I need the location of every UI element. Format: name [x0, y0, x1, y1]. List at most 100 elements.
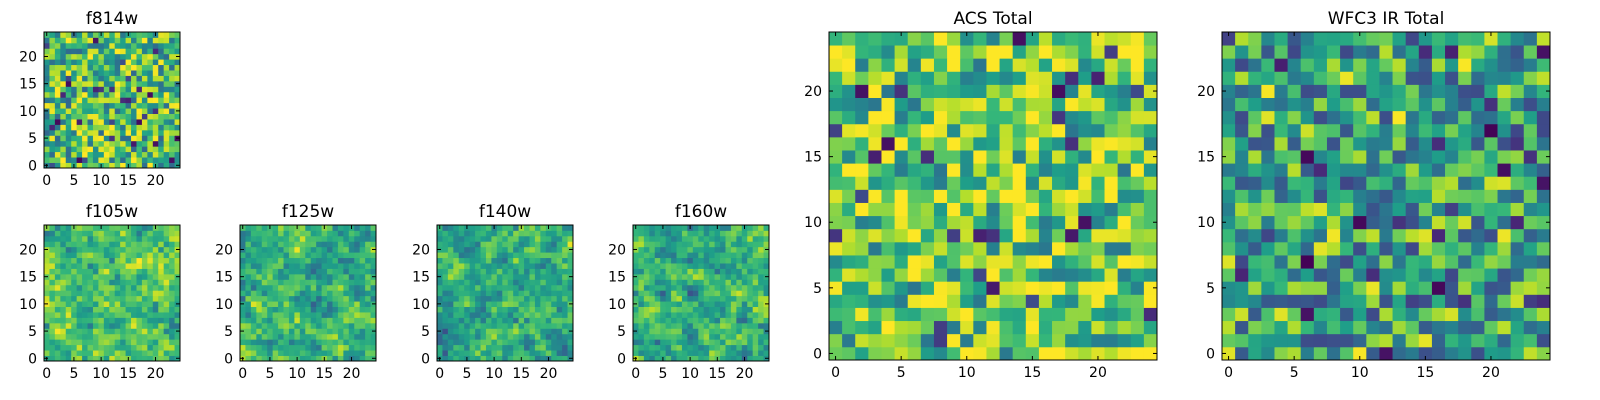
heatmap-cell	[76, 64, 83, 71]
heatmap-cell	[256, 344, 263, 351]
heatmap-cell	[1379, 32, 1393, 46]
heatmap-cell	[447, 273, 454, 280]
heatmap-cell	[725, 235, 732, 242]
heatmap-cell	[169, 75, 175, 82]
heatmap-cell	[763, 312, 770, 318]
heatmap-cell	[1143, 268, 1158, 282]
heatmap-cell	[60, 257, 67, 264]
heatmap-cell	[92, 252, 99, 259]
heatmap-cell	[485, 322, 492, 329]
heatmap-cell	[741, 306, 748, 313]
heatmap-cell	[725, 257, 732, 264]
heatmap-cell	[562, 350, 568, 356]
heatmap-cell	[141, 301, 148, 307]
heatmap-cell	[453, 230, 460, 237]
heatmap-cell	[676, 317, 683, 324]
heatmap-cell	[1091, 189, 1105, 203]
heatmap-cell	[1326, 346, 1341, 361]
heatmap-cell	[163, 339, 170, 346]
heatmap-cell	[681, 333, 688, 340]
heatmap-cell	[1065, 228, 1079, 243]
heatmap-cell	[907, 45, 922, 59]
heatmap-cell	[437, 333, 443, 340]
heatmap-cell	[76, 113, 83, 120]
heatmap-cell	[1536, 346, 1551, 361]
heatmap-cell	[1065, 268, 1079, 282]
heatmap-cell	[278, 290, 284, 297]
heatmap-cell	[1379, 346, 1393, 361]
heatmap-cell	[174, 230, 181, 237]
heatmap-cell	[681, 273, 688, 280]
heatmap-cell	[158, 235, 165, 242]
heatmap-cell	[49, 301, 56, 307]
heatmap-cell	[540, 252, 547, 259]
heatmap-cell	[1235, 110, 1249, 125]
heatmap-cell	[147, 306, 154, 313]
heatmap-cell	[71, 70, 78, 76]
heatmap-cell	[698, 344, 705, 351]
heatmap-cell	[1431, 97, 1446, 112]
heatmap-cell	[1326, 136, 1341, 151]
heatmap-cell	[1052, 268, 1066, 282]
heatmap-cell	[973, 346, 987, 361]
heatmap-cell	[475, 290, 481, 297]
heatmap-cell	[141, 284, 148, 291]
heatmap-cell	[1038, 281, 1053, 295]
heatmap-cell	[310, 322, 317, 329]
heatmap-cell	[92, 344, 99, 351]
heatmap-cell	[1458, 320, 1472, 335]
heatmap-cell	[960, 294, 974, 308]
heatmap-cell	[294, 295, 301, 302]
heatmap-cell	[741, 322, 748, 329]
heatmap-cell	[649, 306, 656, 313]
heatmap-cell	[158, 355, 165, 362]
heatmap-cell	[141, 290, 148, 297]
heatmap-cell	[1052, 255, 1066, 269]
heatmap-cell	[703, 284, 710, 291]
heatmap-cell	[855, 333, 869, 348]
heatmap-cell	[671, 230, 677, 237]
heatmap-cell	[485, 312, 492, 318]
heatmap-cell	[1143, 71, 1158, 85]
heatmap-cell	[65, 339, 72, 346]
heatmap-cell	[348, 344, 355, 351]
heatmap-cell	[1235, 150, 1249, 164]
heatmap-cell	[163, 279, 170, 286]
heatmap-cell	[98, 317, 105, 324]
heatmap-cell	[136, 53, 143, 60]
heatmap-cell	[540, 328, 547, 335]
heatmap-cell	[87, 59, 94, 66]
heatmap-cell	[87, 157, 94, 163]
heatmap-cell	[141, 333, 148, 340]
heatmap-cell	[299, 257, 306, 264]
heatmap-cell	[327, 279, 333, 286]
heatmap-cell	[98, 339, 105, 346]
heatmap-cell	[82, 306, 88, 313]
heatmap-cell	[475, 263, 481, 269]
heatmap-cell	[442, 295, 449, 302]
heatmap-cell	[1235, 255, 1249, 269]
heatmap-cell	[1091, 97, 1105, 112]
heatmap-cell	[49, 230, 56, 237]
heatmap-cell	[174, 102, 181, 109]
heatmap-cell	[169, 97, 175, 104]
heatmap-cell	[986, 32, 1000, 46]
heatmap-cell	[649, 339, 656, 346]
heatmap-cell	[747, 268, 754, 275]
heatmap-cell	[278, 317, 284, 324]
heatmap-cell	[365, 225, 371, 231]
heatmap-cell	[125, 151, 132, 158]
heatmap-cell	[687, 344, 694, 351]
heatmap-cell	[920, 281, 935, 295]
heatmap-cell	[649, 290, 656, 297]
heatmap-cell	[1510, 123, 1525, 138]
heatmap-cell	[158, 64, 165, 71]
heatmap-cell	[60, 273, 67, 280]
heatmap-cell	[1025, 110, 1040, 125]
heatmap-cell	[158, 157, 165, 163]
heatmap-cell	[71, 53, 78, 60]
heatmap-cell	[868, 228, 882, 243]
heatmap-cell	[741, 333, 748, 340]
heatmap-cell	[158, 119, 165, 125]
heatmap-cell	[98, 119, 105, 125]
